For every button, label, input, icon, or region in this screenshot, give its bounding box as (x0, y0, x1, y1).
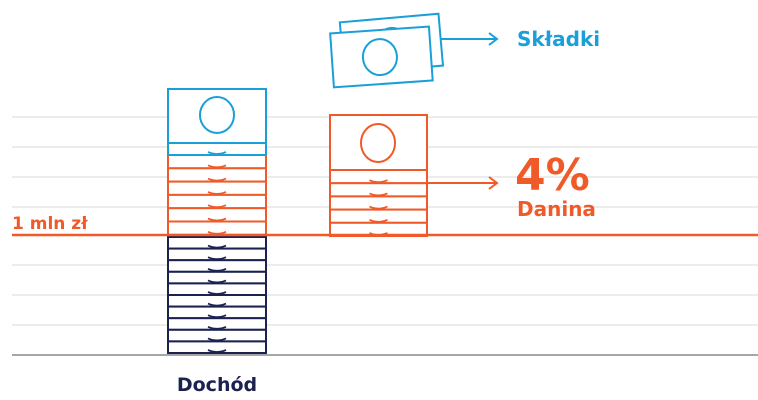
bill-slice (329, 208, 428, 224)
contribution-bills-icon (329, 12, 445, 89)
bill-slice (167, 340, 267, 354)
bill-circle-icon (360, 123, 396, 163)
bill-slice-arc (207, 244, 227, 249)
bill-slice (329, 169, 428, 185)
tax-bill-stack (329, 114, 428, 238)
bill-slice-arc (369, 218, 388, 223)
bill-slice (167, 154, 267, 170)
income-label: Dochód (177, 374, 257, 396)
bill-slice (167, 220, 267, 236)
contributions-arrow-icon (441, 32, 499, 46)
bill-slice-arc (207, 349, 227, 353)
bill-slice (329, 182, 428, 198)
bill-slice-arc (207, 151, 227, 155)
floating-bill-front (329, 25, 434, 89)
bill-slice-arc (369, 192, 388, 197)
contributions-label: Składki (517, 27, 600, 51)
bill-slice (167, 207, 267, 223)
threshold-label: 1 mln zł (12, 214, 88, 234)
bill-slice (167, 193, 267, 210)
tax-percent-label: 4% (515, 150, 590, 201)
bill-circle-icon (361, 38, 398, 77)
tax-arrow-icon (427, 176, 499, 190)
tax-label: Danina (517, 197, 596, 221)
bill-slice (167, 180, 267, 196)
bill-slice-arc (369, 205, 388, 210)
bill-slice (329, 195, 428, 211)
income-bill-stack (167, 88, 267, 354)
bill-face (329, 25, 434, 89)
bill-circle-icon (199, 96, 235, 134)
bill-slice (167, 167, 267, 183)
bill-slice-arc (369, 179, 388, 184)
